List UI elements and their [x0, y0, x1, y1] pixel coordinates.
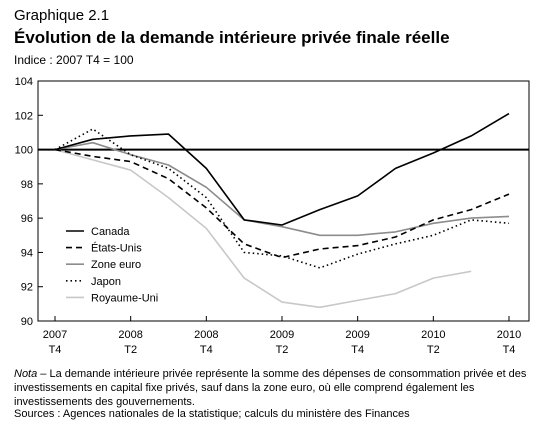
x-tick-year: 2010	[421, 329, 445, 341]
note-text: – La demande intérieure privée représent…	[14, 368, 527, 408]
y-tick-label: 100	[15, 145, 33, 157]
note-label: Nota	[14, 368, 38, 380]
x-tick-quarter: T2	[427, 344, 440, 356]
x-tick-quarter: T4	[49, 344, 62, 356]
chart-series	[54, 112, 510, 309]
chart-subtitle: Indice : 2007 T4 = 100	[14, 53, 134, 67]
series-line-1	[54, 148, 510, 259]
series-line-4	[54, 148, 472, 309]
chart-axes: 90 92 94 96 98 100 102 104 2007 T4 2008 T2 2008 T4 200…	[15, 76, 530, 356]
x-tick-year: 2008	[118, 329, 142, 341]
x-tick-quarter: T2	[276, 344, 289, 356]
chart-kicker: Graphique 2.1	[14, 7, 110, 24]
legend-label-4: Royaume-Uni	[91, 292, 158, 304]
y-tick-label: 94	[21, 247, 33, 259]
x-tick-quarter: T2	[124, 344, 137, 356]
plot-frame	[37, 80, 530, 322]
y-tick-label: 90	[21, 316, 33, 328]
line-chart: 90 92 94 96 98 100 102 104 2007 T4 2008 T2 2008 T4 200…	[15, 76, 530, 356]
x-tick-year: 2007	[43, 329, 67, 341]
chart-note: Nota – La demande intérieure privée repr…	[14, 367, 544, 409]
legend-label-0: Canada	[91, 226, 130, 238]
y-tick-label: 96	[21, 213, 33, 225]
legend-label-2: Zone euro	[91, 259, 141, 271]
chart-sources: Sources : Agences nationales de la stati…	[14, 408, 410, 420]
legend-label-3: Japon	[91, 276, 121, 288]
y-tick-label: 102	[15, 110, 33, 122]
chart-title: Évolution de la demande intérieure privé…	[14, 28, 450, 47]
x-tick-year: 2010	[497, 329, 521, 341]
x-tick-quarter: T4	[351, 344, 364, 356]
x-tick-year: 2009	[345, 329, 369, 341]
x-tick-year: 2008	[194, 329, 218, 341]
series-line-0	[54, 112, 510, 226]
x-tick-quarter: T4	[503, 344, 516, 356]
chart-legend: Canada États-Unis Zone euro Japon Royaume-Un…	[66, 226, 158, 304]
x-tick-year: 2009	[270, 329, 294, 341]
legend-label-1: États-Unis	[91, 242, 142, 255]
y-tick-label: 92	[21, 282, 33, 294]
y-tick-label: 98	[21, 179, 33, 191]
y-tick-label: 104	[15, 76, 33, 88]
series-line-2	[54, 141, 510, 237]
x-tick-quarter: T4	[200, 344, 213, 356]
